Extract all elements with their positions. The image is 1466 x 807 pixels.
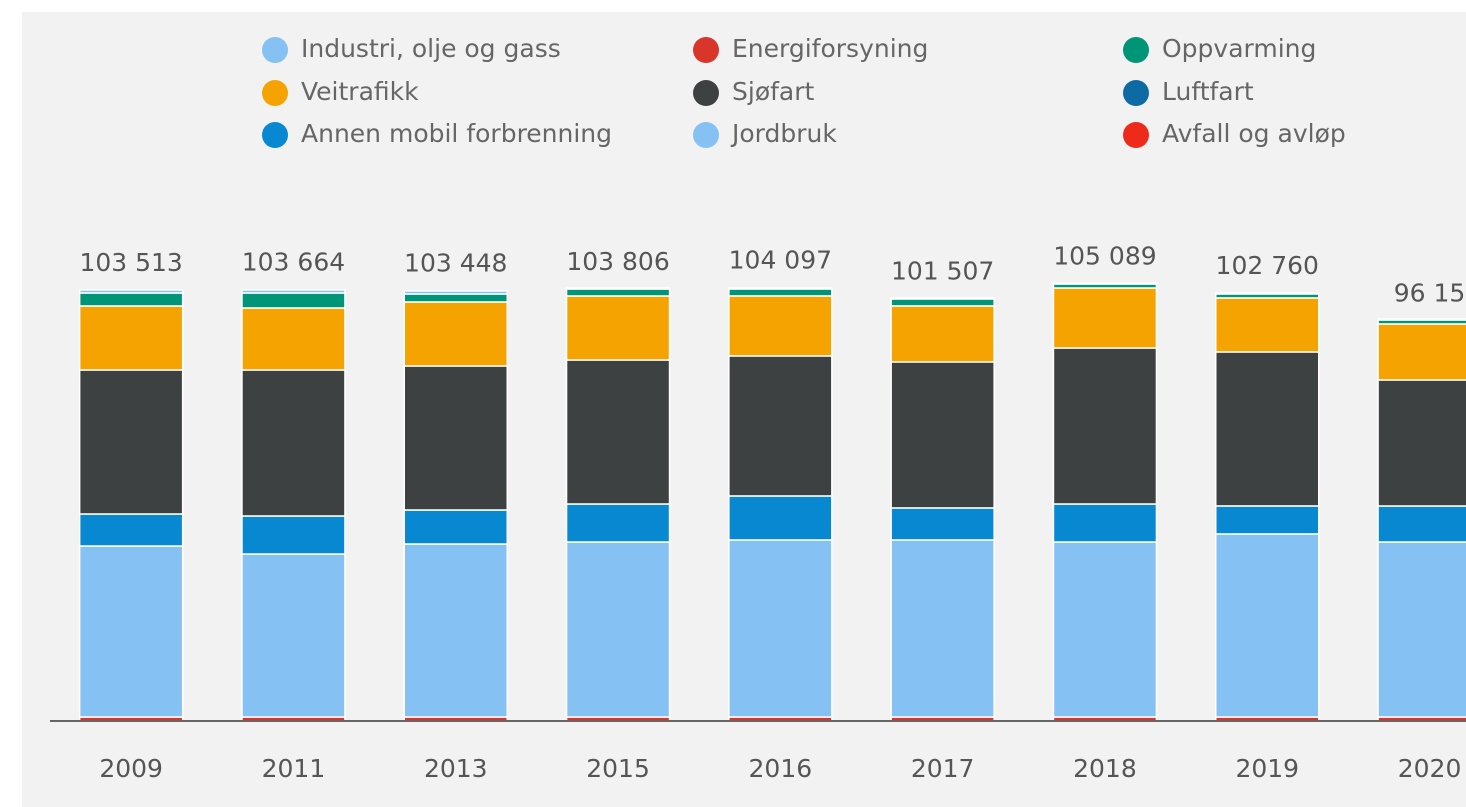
- bar-segment: [241, 515, 346, 555]
- x-tick-label: 2015: [586, 754, 650, 783]
- bar-segment: [1377, 505, 1466, 543]
- bar-segment: [1052, 347, 1158, 505]
- legend-label: Oppvarming: [1162, 34, 1316, 63]
- bar-segment: [403, 509, 508, 545]
- bar-segment: [1215, 292, 1320, 295]
- bar-segment: [1377, 541, 1466, 718]
- legend-label: Jordbruk: [730, 119, 837, 148]
- bar-segment: [890, 507, 995, 541]
- bar-segment: [1052, 282, 1158, 285]
- bar-segment: [1215, 533, 1320, 718]
- bar-segment: [728, 355, 833, 497]
- bar-segment: [890, 305, 995, 363]
- x-tick-label: 2017: [911, 754, 975, 783]
- bar-segment: [241, 553, 346, 718]
- x-tick-label: 2018: [1073, 754, 1137, 783]
- legend-marker: [693, 80, 719, 106]
- bar-segment: [728, 287, 833, 290]
- bar-segment: [78, 369, 184, 515]
- bar-segment: [565, 287, 671, 290]
- bar-segment: [1052, 503, 1158, 543]
- x-tick-label: 2016: [749, 754, 813, 783]
- total-label: 103 806: [566, 247, 669, 276]
- bar-segment: [1052, 287, 1158, 349]
- legend-marker: [693, 122, 719, 148]
- bar-segment: [890, 298, 995, 307]
- x-tick-label: 2011: [262, 754, 326, 783]
- bar-segment: [78, 545, 184, 718]
- bar-segment: [728, 288, 833, 297]
- bar-segment: [78, 289, 184, 294]
- x-tick-label: 2009: [99, 754, 163, 783]
- bar-segment: [241, 289, 346, 294]
- total-label: 105 089: [1053, 241, 1156, 270]
- bar-segment: [78, 292, 184, 307]
- total-label: 104 097: [729, 246, 832, 275]
- legend-marker: [262, 37, 288, 63]
- total-label: 103 664: [242, 247, 345, 276]
- bar-segment: [241, 369, 346, 517]
- legend-label: Veitrafikk: [301, 77, 419, 106]
- legend-label: Sjøfart: [732, 77, 815, 106]
- bar-segment: [1377, 323, 1466, 381]
- bar-segment: [565, 288, 671, 297]
- bar-segment: [241, 307, 346, 371]
- bar-segment: [890, 539, 995, 718]
- bar-segment: [78, 305, 184, 371]
- bar-segment: [728, 539, 833, 718]
- total-label: 102 760: [1216, 251, 1319, 280]
- total-label: 101 507: [891, 256, 994, 285]
- bar-segment: [565, 295, 671, 361]
- legend-marker: [1123, 37, 1149, 63]
- legend-label: Luftfart: [1162, 77, 1254, 106]
- legend-marker: [262, 80, 288, 106]
- legend-marker: [262, 122, 288, 148]
- bar-segment: [1215, 351, 1320, 507]
- legend-label: Avfall og avløp: [1162, 119, 1346, 148]
- bar-segment: [890, 361, 995, 509]
- bar-segment: [1377, 318, 1466, 321]
- total-label: 103 513: [79, 248, 182, 277]
- bar-segment: [403, 290, 508, 295]
- bar-segment: [1215, 297, 1320, 353]
- bar-segment: [403, 365, 508, 511]
- bar-segment: [890, 297, 995, 300]
- bar-segment: [1215, 505, 1320, 535]
- legend-marker: [693, 37, 719, 63]
- x-tick-label: 2013: [424, 754, 488, 783]
- legend-label: Annen mobil forbrenning: [301, 119, 612, 148]
- bar-segment: [1377, 379, 1466, 507]
- legend-label: Industri, olje og gass: [301, 34, 561, 63]
- bar-segment: [728, 495, 833, 541]
- bar-segment: [565, 541, 671, 718]
- bar-segment: [403, 301, 508, 367]
- bar-segment: [1052, 541, 1158, 718]
- bar-segment: [403, 543, 508, 718]
- bar-segment: [565, 503, 671, 543]
- total-label: 103 448: [404, 248, 507, 277]
- x-tick-label: 2019: [1235, 754, 1299, 783]
- total-label: 96 15: [1394, 279, 1466, 308]
- legend-marker: [1123, 122, 1149, 148]
- legend-marker: [1123, 80, 1149, 106]
- bar-segment: [403, 293, 508, 303]
- bar-segment: [728, 295, 833, 357]
- bar-segment: [241, 292, 346, 309]
- bar-segment: [565, 359, 671, 505]
- legend-label: Energiforsyning: [732, 34, 928, 63]
- bar-segment: [78, 513, 184, 547]
- x-tick-label: 2020: [1398, 754, 1462, 783]
